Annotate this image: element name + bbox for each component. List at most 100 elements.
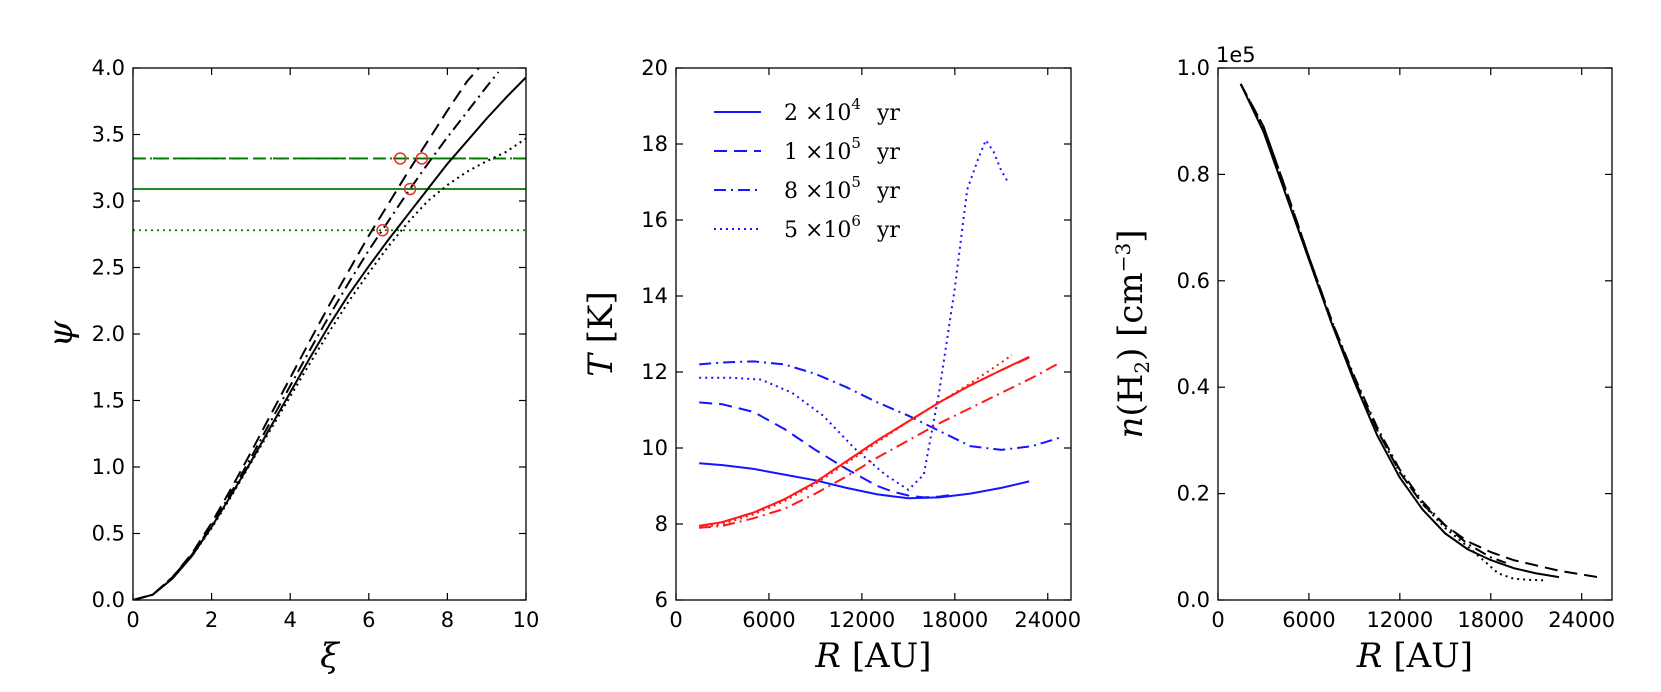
y-tick-label: 3.5 xyxy=(92,123,125,147)
x-tick-label: 8 xyxy=(441,608,454,632)
series-line xyxy=(133,76,526,600)
axes-frame xyxy=(675,67,1072,601)
y-tick-label: 18 xyxy=(641,132,668,156)
series-line xyxy=(699,360,1064,451)
x-tick-label: 6000 xyxy=(742,608,795,632)
legend-label-exponent: 6 xyxy=(851,212,861,230)
panel-psi-vs-xi: 0 2 4 6 8 10 0.0 0.5 1.0 1.5 2.0 2.5 3.0 3.5 4.0 ξ ψ xyxy=(41,56,539,676)
panel-temperature-vs-radius: 0 6000 12000 18000 24000 6 8 10 12 14 16 18 20 R [AU]… xyxy=(581,56,1081,676)
y-tick-label: 0.0 xyxy=(92,588,125,612)
legend-label-base: 5 ×10 xyxy=(784,218,851,243)
y-tick-label: 4.0 xyxy=(92,56,125,80)
series-line xyxy=(133,71,500,600)
legend-label: 8 ×105 yr xyxy=(784,173,900,204)
y-tick-label: 1.0 xyxy=(92,455,125,479)
series-line xyxy=(1239,83,1560,579)
x-tick-label: 6000 xyxy=(1282,608,1335,632)
legend-label: 5 ×106 yr xyxy=(784,212,900,243)
y-axis-label: T [K] xyxy=(581,291,621,376)
x-axis-label: R [AU] xyxy=(814,636,931,676)
plot-area xyxy=(1239,83,1602,582)
legend-label-base: 1 ×10 xyxy=(784,140,851,165)
plot-area xyxy=(133,68,526,600)
y-tick-label: 0.5 xyxy=(92,522,125,546)
x-tick-label: 12000 xyxy=(1366,608,1433,632)
series-line xyxy=(699,356,1030,527)
x-tick-label: 24000 xyxy=(1548,608,1615,632)
x-axis-label: ξ xyxy=(320,636,341,676)
y-tick-label: 3.0 xyxy=(92,189,125,213)
axes-frame xyxy=(132,67,527,601)
intersection-marker xyxy=(403,182,417,196)
y-axis-label: n(H2) [cm−3] xyxy=(1111,230,1154,439)
y-axis-label-part: ) [cm xyxy=(1111,272,1151,361)
legend-label-base: 8 ×10 xyxy=(784,179,851,204)
x-axis-label-symbol: R xyxy=(814,636,841,676)
legend-label-unit: yr xyxy=(876,218,900,243)
legend-label-exponent: 4 xyxy=(851,95,861,113)
y-tick-label: 20 xyxy=(641,56,668,80)
intersection-marker xyxy=(415,152,429,165)
y-tick-label: 1.0 xyxy=(1177,56,1210,80)
y-axis-label-unit: [K] xyxy=(581,291,621,354)
x-axis-label-unit: [AU] xyxy=(1383,636,1474,676)
x-tick-label: 0 xyxy=(1211,608,1224,632)
series-line xyxy=(699,401,955,499)
y-tick-label: 16 xyxy=(641,208,668,232)
legend-label-unit: yr xyxy=(876,179,900,204)
x-tick-label: 6 xyxy=(362,608,375,632)
y-axis-label-part: (H xyxy=(1111,374,1151,417)
series-line xyxy=(1239,83,1602,579)
y-tick-label: 0.4 xyxy=(1177,375,1210,399)
legend-label-unit: yr xyxy=(876,101,900,126)
y-axis-label-symbol: n xyxy=(1111,417,1151,439)
series-line xyxy=(699,462,1030,500)
series-line xyxy=(133,68,480,600)
x-tick-label: 24000 xyxy=(1014,608,1081,632)
x-tick-label: 0 xyxy=(669,608,682,632)
x-axis-label: R [AU] xyxy=(1356,636,1473,676)
series-line xyxy=(699,139,1010,491)
y-axis-label-part: ] xyxy=(1111,230,1151,243)
legend-label-unit: yr xyxy=(876,140,900,165)
x-tick-label: 0 xyxy=(126,608,139,632)
y-tick-label: 0.6 xyxy=(1177,269,1210,293)
x-tick-label: 12000 xyxy=(828,608,895,632)
y-tick-label: 0.2 xyxy=(1177,482,1210,506)
legend-label-base: 2 ×10 xyxy=(784,101,851,126)
x-tick-label: 18000 xyxy=(1457,608,1524,632)
series-line xyxy=(699,354,1013,529)
x-tick-label: 4 xyxy=(284,608,297,632)
x-tick-label: 18000 xyxy=(921,608,988,632)
y-tick-label: 2.0 xyxy=(92,322,125,346)
y-axis-label-symbol: T xyxy=(581,352,621,377)
intersection-marker xyxy=(376,224,389,237)
x-axis-label-symbol: R xyxy=(1356,636,1383,676)
y-tick-label: 12 xyxy=(641,360,668,384)
intersection-marker xyxy=(393,152,407,165)
y-tick-label: 0.8 xyxy=(1177,162,1210,186)
series-line xyxy=(1239,83,1507,564)
y-tick-label: 0.0 xyxy=(1177,588,1210,612)
legend-label: 2 ×104 yr xyxy=(784,95,900,126)
plot-area xyxy=(699,139,1064,529)
y-tick-label: 8 xyxy=(655,512,668,536)
series-line xyxy=(699,361,1061,529)
series-line xyxy=(699,355,1030,527)
y-tick-label: 10 xyxy=(641,436,668,460)
y-axis-label-superscript: −3 xyxy=(1111,243,1135,272)
axis-offset-label: 1e5 xyxy=(1216,43,1256,67)
legend-label: 1 ×105 yr xyxy=(784,134,900,165)
series-line xyxy=(133,137,526,600)
x-tick-label: 10 xyxy=(513,608,540,632)
y-tick-label: 2.5 xyxy=(92,256,125,280)
legend-label-exponent: 5 xyxy=(851,173,861,191)
y-axis-label: ψ xyxy=(41,320,81,347)
axes-frame xyxy=(1217,67,1613,601)
series-line xyxy=(1239,83,1544,582)
y-axis-label-subscript: 2 xyxy=(1130,361,1154,374)
y-tick-label: 1.5 xyxy=(92,389,125,413)
y-tick-label: 6 xyxy=(655,588,668,612)
x-tick-label: 2 xyxy=(205,608,218,632)
